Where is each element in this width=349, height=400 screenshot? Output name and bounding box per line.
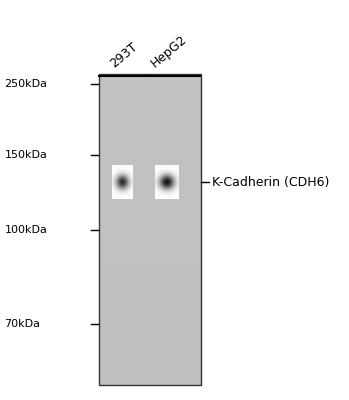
Bar xyxy=(99,370,201,385)
Bar xyxy=(99,245,201,261)
Text: K-Cadherin (CDH6): K-Cadherin (CDH6) xyxy=(212,176,329,189)
Bar xyxy=(99,198,201,214)
Bar xyxy=(99,214,201,230)
Bar xyxy=(99,276,201,292)
Bar xyxy=(99,339,201,354)
Bar xyxy=(99,323,201,339)
Text: 250kDa: 250kDa xyxy=(5,79,47,89)
Text: 150kDa: 150kDa xyxy=(5,150,47,160)
Bar xyxy=(99,354,201,370)
Bar xyxy=(99,167,201,183)
Text: 293T: 293T xyxy=(108,40,140,70)
Bar xyxy=(99,261,201,276)
Text: 100kDa: 100kDa xyxy=(5,224,47,234)
Bar xyxy=(99,74,201,385)
Bar xyxy=(99,308,201,323)
Bar xyxy=(99,105,201,120)
Bar xyxy=(99,292,201,308)
Text: HepG2: HepG2 xyxy=(148,32,190,70)
Bar xyxy=(99,152,201,167)
Bar xyxy=(99,74,201,89)
Text: 70kDa: 70kDa xyxy=(5,319,40,329)
Bar xyxy=(99,183,201,198)
Bar xyxy=(99,89,201,105)
Bar xyxy=(99,120,201,136)
Bar xyxy=(99,230,201,245)
Bar xyxy=(99,136,201,152)
